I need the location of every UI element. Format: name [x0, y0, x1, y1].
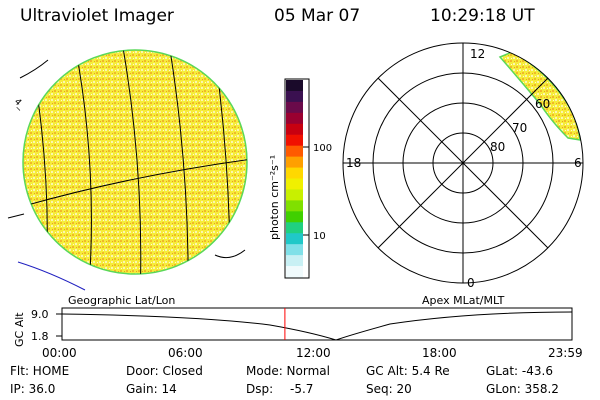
- colorbar-segment: [286, 200, 303, 212]
- colorbar-segment: [286, 255, 303, 267]
- geo-latitude: GLat: -43.6: [486, 364, 553, 378]
- altitude-ytick-9: 9.0: [31, 308, 49, 321]
- colorbar-segment: [286, 167, 303, 179]
- colorbar-segment: [286, 101, 303, 114]
- colorbar-segment: [286, 123, 303, 136]
- dsp-value: -5.7: [290, 382, 314, 396]
- polar-plot: 80 70 60 12 18 6 0: [342, 42, 584, 290]
- colorbar: 100 10 photon cm⁻²s⁻¹: [268, 78, 332, 279]
- altitude-plot: GC Alt 9.0 1.8: [13, 307, 573, 347]
- colorbar-segment: [286, 211, 303, 223]
- colorbar-frame: [284, 78, 310, 279]
- mlt-label-12: 12: [470, 47, 485, 61]
- time-tick-1200: 12:00: [296, 346, 331, 360]
- colorbar-tick-100: 100: [313, 143, 332, 154]
- geo-longitude: GLon: 358.2: [486, 382, 559, 396]
- altitude-ytick-1-8: 1.8: [31, 330, 49, 343]
- colorbar-segment: [286, 189, 303, 201]
- horizon-line: [17, 261, 86, 291]
- auroral-oval: [498, 51, 581, 141]
- date-label: 05 Mar 07: [274, 6, 361, 26]
- time-tick-1800: 18:00: [422, 346, 457, 360]
- instrument-title: Ultraviolet Imager: [20, 6, 174, 26]
- colorbar-segment: [286, 134, 303, 147]
- time-tick-0000: 00:00: [42, 346, 77, 360]
- time-tick-0600: 06:00: [168, 346, 203, 360]
- colorbar-segment: [286, 145, 303, 158]
- colorbar-segment: [286, 156, 303, 169]
- earth-disk: [22, 49, 248, 275]
- mlt-label-0: 0: [467, 276, 475, 290]
- off-disk-grid: [7, 59, 246, 259]
- axis-diag-2: [377, 77, 549, 249]
- colorbar-segment: [286, 112, 303, 125]
- dsp-label: Dsp:: [246, 382, 274, 396]
- colorbar-segment: [286, 244, 303, 256]
- grid-tick-label: 4_: [12, 97, 27, 112]
- colorbar-segment: [286, 178, 303, 190]
- mode-status: Mode: Normal: [246, 364, 330, 378]
- flight-status: Flt: HOME: [10, 364, 70, 378]
- time-tick-2359: 23:59: [548, 346, 583, 360]
- left-map-caption: Geographic Lat/Lon: [68, 294, 176, 307]
- gain-value: Gain: 14: [126, 382, 177, 396]
- colorbar-segment: [286, 233, 303, 245]
- door-status: Door: Closed: [126, 364, 203, 378]
- altitude-curve: [61, 311, 573, 341]
- colorbar-unit-label: photon cm⁻²s⁻¹: [268, 155, 281, 240]
- colorbar-segment: [286, 266, 303, 278]
- right-map-caption: Apex MLat/MLT: [422, 294, 505, 307]
- colorbar-tick-10: 10: [313, 231, 326, 242]
- mlt-label-6: 6: [574, 156, 582, 170]
- altitude-ylabel: GC Alt: [13, 312, 26, 347]
- sequence-number: Seq: 20: [366, 382, 412, 396]
- time-label: 10:29:18 UT: [430, 6, 535, 26]
- ring-label-80: 80: [490, 140, 505, 154]
- colorbar-segment: [286, 222, 303, 234]
- gc-altitude: GC Alt: 5.4 Re: [366, 364, 450, 378]
- ring-label-70: 70: [512, 121, 527, 135]
- ip-value: IP: 36.0: [10, 382, 56, 396]
- colorbar-segment: [286, 90, 303, 103]
- ring-label-60: 60: [535, 97, 550, 111]
- mlt-label-18: 18: [346, 156, 361, 170]
- colorbar-segment: [286, 80, 303, 92]
- geographic-disk: 4_: [7, 49, 248, 291]
